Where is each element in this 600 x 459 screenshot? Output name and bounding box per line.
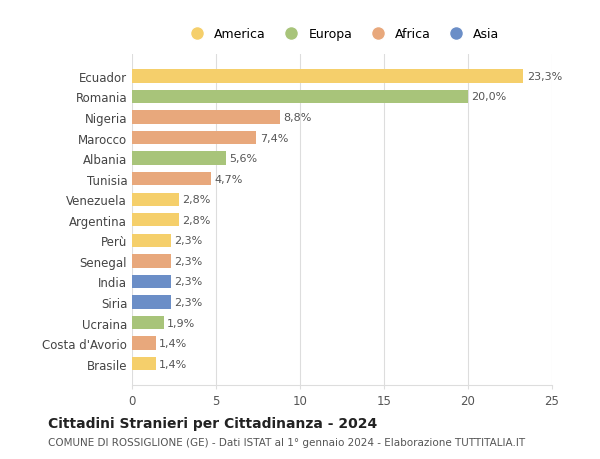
Text: 2,8%: 2,8%	[182, 195, 211, 205]
Bar	[132, 132, 256, 145]
Text: 1,4%: 1,4%	[159, 338, 187, 348]
Bar	[132, 90, 468, 104]
Bar	[132, 234, 170, 247]
Legend: America, Europa, Africa, Asia: America, Europa, Africa, Asia	[184, 28, 500, 41]
Bar	[132, 152, 226, 165]
Bar	[132, 357, 155, 370]
Text: 4,7%: 4,7%	[214, 174, 242, 185]
Text: 7,4%: 7,4%	[260, 133, 288, 143]
Text: COMUNE DI ROSSIGLIONE (GE) - Dati ISTAT al 1° gennaio 2024 - Elaborazione TUTTIT: COMUNE DI ROSSIGLIONE (GE) - Dati ISTAT …	[48, 437, 525, 447]
Text: Cittadini Stranieri per Cittadinanza - 2024: Cittadini Stranieri per Cittadinanza - 2…	[48, 416, 377, 430]
Bar	[132, 213, 179, 227]
Text: 5,6%: 5,6%	[229, 154, 257, 164]
Text: 8,8%: 8,8%	[283, 113, 311, 123]
Bar	[132, 337, 155, 350]
Text: 23,3%: 23,3%	[527, 72, 562, 82]
Bar	[132, 70, 523, 84]
Text: 20,0%: 20,0%	[472, 92, 506, 102]
Bar	[132, 173, 211, 186]
Bar	[132, 316, 164, 330]
Text: 1,4%: 1,4%	[159, 359, 187, 369]
Text: 2,3%: 2,3%	[174, 297, 202, 308]
Bar	[132, 193, 179, 207]
Bar	[132, 296, 170, 309]
Bar	[132, 255, 170, 268]
Text: 2,3%: 2,3%	[174, 256, 202, 266]
Text: 2,3%: 2,3%	[174, 277, 202, 287]
Text: 2,3%: 2,3%	[174, 236, 202, 246]
Bar	[132, 111, 280, 124]
Text: 2,8%: 2,8%	[182, 215, 211, 225]
Bar	[132, 275, 170, 289]
Text: 1,9%: 1,9%	[167, 318, 196, 328]
